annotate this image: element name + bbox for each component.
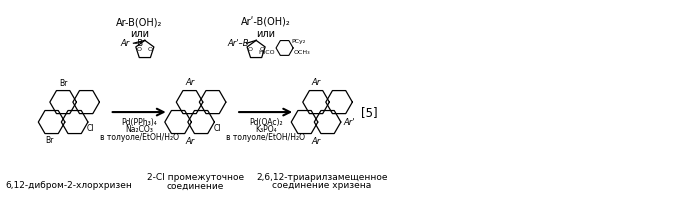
Text: Na₂CO₃: Na₂CO₃ bbox=[125, 125, 153, 134]
Text: Ar: Ar bbox=[185, 137, 194, 146]
Text: O: O bbox=[248, 47, 253, 52]
Text: H₃CO: H₃CO bbox=[259, 50, 275, 55]
Text: или: или bbox=[256, 29, 275, 39]
Text: Cl: Cl bbox=[214, 124, 221, 133]
Text: Ar: Ar bbox=[312, 78, 321, 87]
Text: Ar': Ar' bbox=[343, 118, 355, 126]
Text: Arʹ-B(OH)₂: Arʹ-B(OH)₂ bbox=[240, 18, 291, 28]
Text: 2-Cl промежуточное: 2-Cl промежуточное bbox=[147, 173, 244, 182]
Text: K₃PO₄: K₃PO₄ bbox=[255, 125, 276, 134]
Text: соединение: соединение bbox=[166, 181, 224, 190]
Text: Ar: Ar bbox=[185, 78, 194, 87]
Text: Pd(PPh₃)₄: Pd(PPh₃)₄ bbox=[121, 118, 157, 127]
Text: OCH₃: OCH₃ bbox=[294, 50, 310, 55]
Text: 6,12-дибром-2-хлорхризен: 6,12-дибром-2-хлорхризен bbox=[6, 181, 132, 190]
Text: или: или bbox=[129, 29, 149, 39]
Text: Pd(OAc)₂: Pd(OAc)₂ bbox=[249, 118, 282, 127]
Text: O: O bbox=[259, 47, 264, 52]
Text: O: O bbox=[148, 47, 153, 52]
Text: PCy₂: PCy₂ bbox=[291, 39, 305, 44]
Text: Ar: Ar bbox=[312, 137, 321, 146]
Text: 2,6,12-триарилзамещенное: 2,6,12-триарилзамещенное bbox=[256, 173, 387, 182]
Text: Ar-B(OH)₂: Ar-B(OH)₂ bbox=[116, 18, 162, 28]
Text: Br: Br bbox=[59, 79, 67, 88]
Text: [5]: [5] bbox=[361, 106, 377, 119]
Text: в толуоле/EtOH/H₂O: в толуоле/EtOH/H₂O bbox=[100, 133, 179, 142]
Text: Br: Br bbox=[45, 136, 54, 145]
Text: O: O bbox=[137, 47, 142, 52]
Text: Cl: Cl bbox=[87, 124, 94, 133]
Text: –B: –B bbox=[134, 39, 143, 48]
Text: Ar'–B: Ar'–B bbox=[227, 39, 249, 48]
Text: Ar: Ar bbox=[120, 39, 129, 48]
Text: в толуоле/EtOH/H₂O: в толуоле/EtOH/H₂O bbox=[226, 133, 305, 142]
Text: соединение хризена: соединение хризена bbox=[272, 181, 371, 190]
